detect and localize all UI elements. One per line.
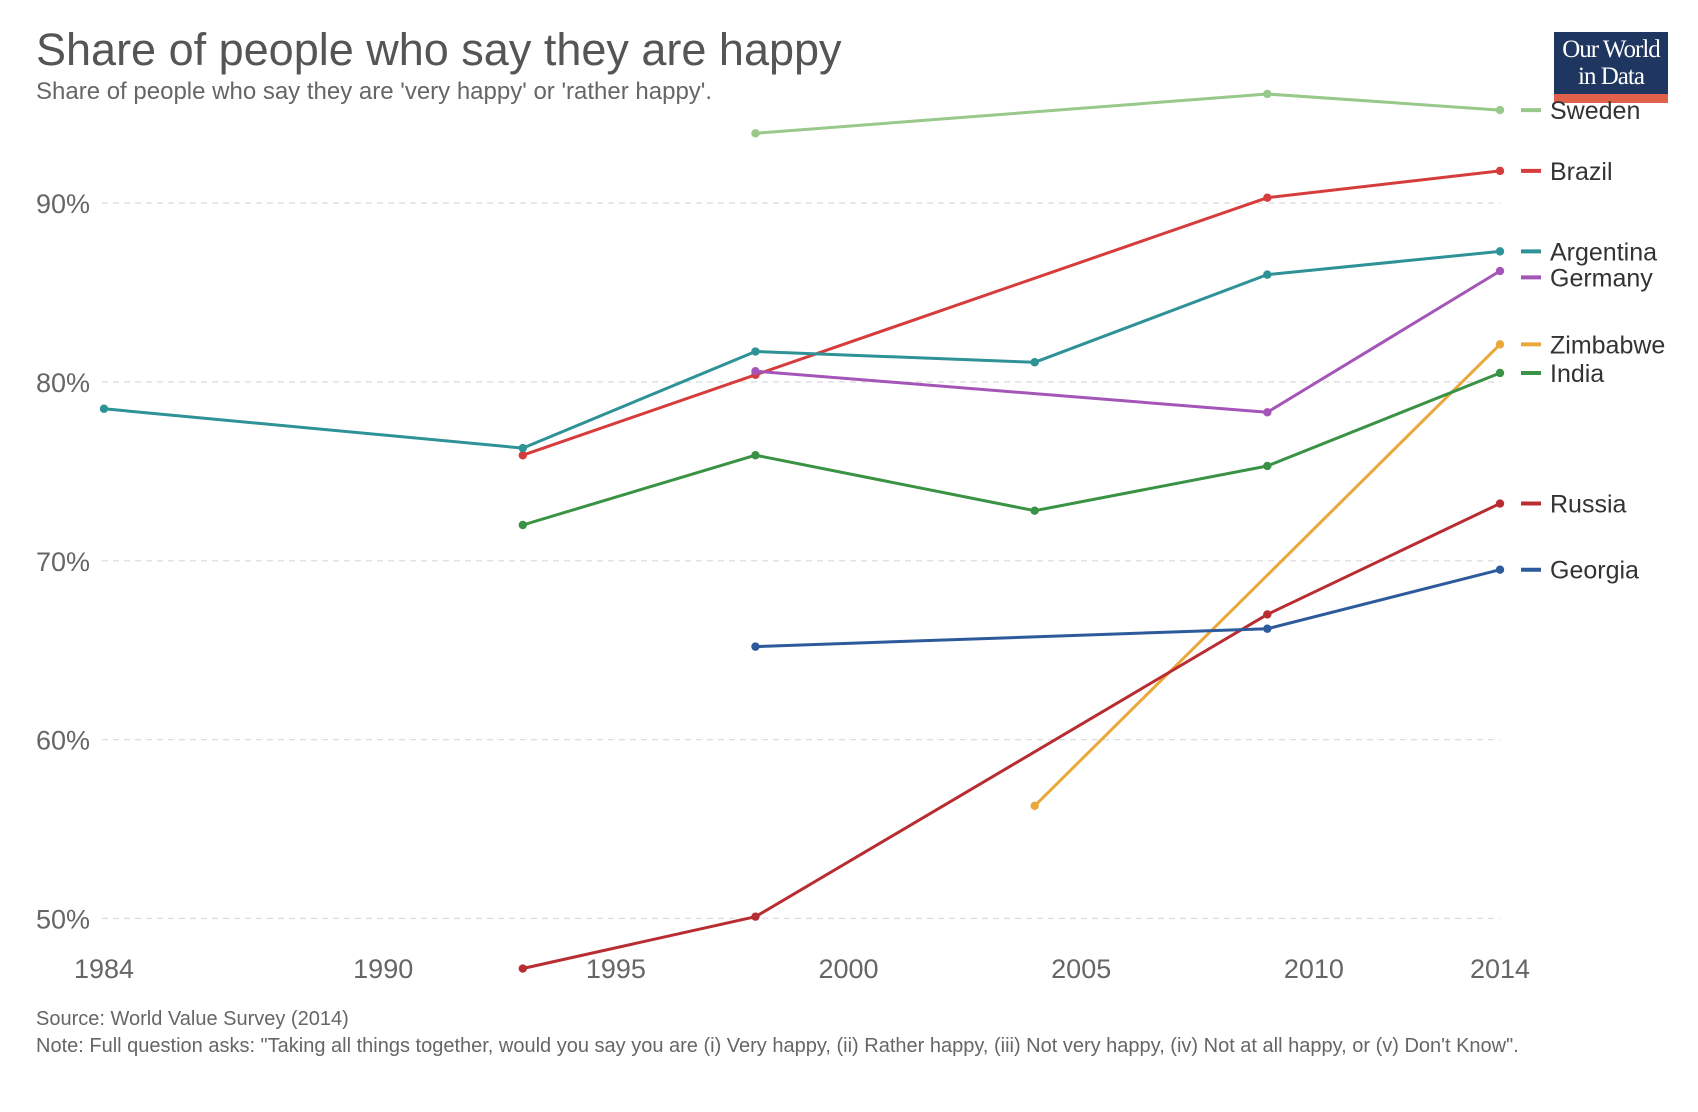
data-point-georgia-1998[interactable] bbox=[751, 642, 760, 651]
line-chart: 50% 60% 70% 80% 90% 1984 1990 1995 2000 2005 2010… bbox=[36, 89, 1665, 984]
legend-label-russia: Russia bbox=[1550, 491, 1627, 519]
data-point-argentina-2014[interactable] bbox=[1495, 247, 1505, 256]
legend-item-georgia[interactable]: Georgia bbox=[1521, 557, 1639, 585]
series-line-georgia[interactable] bbox=[754, 568, 1502, 649]
legend-label-germany: Germany bbox=[1550, 264, 1653, 292]
data-point-germany-2014[interactable] bbox=[1495, 266, 1505, 276]
legend-label-argentina: Argentina bbox=[1550, 238, 1657, 266]
series-line-russia[interactable] bbox=[521, 502, 1502, 970]
series-brazil[interactable] bbox=[518, 166, 1505, 460]
data-point-argentina-1993[interactable] bbox=[518, 443, 527, 453]
legend-item-india[interactable]: India bbox=[1521, 360, 1604, 388]
legend-item-sweden[interactable]: Sweden bbox=[1521, 97, 1640, 125]
legend-item-germany[interactable]: Germany bbox=[1521, 264, 1653, 292]
chart-footer: Source: World Value Survey (2014) Note: … bbox=[36, 1006, 1626, 1060]
data-point-georgia-2014[interactable] bbox=[1495, 565, 1505, 574]
legend-label-india: India bbox=[1550, 360, 1604, 388]
logo-line-1: Our World bbox=[1562, 36, 1661, 63]
our-world-in-data-logo[interactable]: Our World in Data bbox=[1554, 32, 1668, 103]
data-point-zimbabwe-2014[interactable] bbox=[1495, 340, 1505, 349]
data-point-india-2009[interactable] bbox=[1263, 461, 1272, 471]
legend-item-brazil[interactable]: Brazil bbox=[1521, 158, 1613, 186]
y-tick-label: 90% bbox=[36, 189, 90, 219]
chart-title: Share of people who say they are happy bbox=[36, 24, 842, 75]
data-point-sweden-1998[interactable] bbox=[751, 129, 760, 138]
x-tick-label: 1990 bbox=[353, 954, 413, 984]
legend-item-zimbabwe[interactable]: Zimbabwe bbox=[1521, 331, 1665, 359]
y-tick-label: 70% bbox=[36, 547, 90, 577]
series-georgia[interactable] bbox=[751, 565, 1505, 651]
series-zimbabwe[interactable] bbox=[1030, 340, 1505, 810]
legend-label-zimbabwe: Zimbabwe bbox=[1550, 331, 1665, 359]
data-point-germany-2009[interactable] bbox=[1263, 408, 1272, 417]
data-point-sweden-2009[interactable] bbox=[1263, 89, 1272, 99]
series-argentina[interactable] bbox=[99, 247, 1505, 453]
data-point-sweden-2014[interactable] bbox=[1495, 105, 1505, 115]
x-tick-label: 1995 bbox=[586, 954, 646, 984]
data-point-zimbabwe-2004[interactable] bbox=[1030, 801, 1039, 810]
data-point-russia-2009[interactable] bbox=[1263, 610, 1272, 619]
question-note: Note: Full question asks: "Taking all th… bbox=[36, 1035, 1519, 1057]
series-line-argentina[interactable] bbox=[102, 249, 1502, 450]
x-tick-label: 2014 bbox=[1470, 954, 1530, 984]
data-point-argentina-1984[interactable] bbox=[99, 404, 109, 413]
y-tick-label: 50% bbox=[36, 904, 90, 934]
data-point-brazil-2014[interactable] bbox=[1495, 166, 1505, 176]
y-tick-label: 80% bbox=[36, 368, 90, 398]
series-germany[interactable] bbox=[751, 266, 1505, 417]
data-point-india-2014[interactable] bbox=[1495, 368, 1505, 378]
series-line-zimbabwe[interactable] bbox=[1033, 342, 1502, 808]
data-point-india-1993[interactable] bbox=[518, 520, 527, 530]
x-tick-label: 2010 bbox=[1284, 954, 1344, 984]
data-point-argentina-1998[interactable] bbox=[751, 347, 760, 356]
data-point-russia-1993[interactable] bbox=[518, 964, 527, 973]
x-axis-ticks: 1984 1990 1995 2000 2005 2010 2014 bbox=[74, 954, 1530, 984]
data-point-brazil-2009[interactable] bbox=[1263, 193, 1272, 202]
legend-label-brazil: Brazil bbox=[1550, 158, 1613, 186]
y-tick-label: 60% bbox=[36, 726, 90, 756]
source-note: Source: World Value Survey (2014) bbox=[36, 1008, 349, 1030]
data-point-russia-2014[interactable] bbox=[1495, 499, 1505, 508]
series-line-germany[interactable] bbox=[754, 269, 1502, 414]
logo-line-2: in Data bbox=[1578, 63, 1645, 90]
data-point-argentina-2009[interactable] bbox=[1263, 270, 1272, 279]
series-russia[interactable] bbox=[518, 499, 1505, 973]
data-point-brazil-1993[interactable] bbox=[518, 451, 527, 460]
data-point-india-1998[interactable] bbox=[751, 451, 760, 460]
data-point-germany-1998[interactable] bbox=[751, 366, 760, 376]
x-tick-label: 2005 bbox=[1051, 954, 1111, 984]
data-point-india-2004[interactable] bbox=[1030, 506, 1039, 515]
series-sweden[interactable] bbox=[751, 89, 1505, 138]
data-point-russia-1998[interactable] bbox=[751, 912, 760, 921]
legend-item-russia[interactable]: Russia bbox=[1521, 491, 1627, 519]
series-lines bbox=[99, 89, 1505, 973]
legend-label-sweden: Sweden bbox=[1550, 97, 1640, 125]
series-line-brazil[interactable] bbox=[521, 169, 1502, 457]
y-axis-ticks: 50% 60% 70% 80% 90% bbox=[36, 189, 90, 934]
x-tick-label: 1984 bbox=[74, 954, 134, 984]
data-point-georgia-2009[interactable] bbox=[1263, 624, 1272, 633]
series-line-india[interactable] bbox=[521, 371, 1502, 527]
x-tick-label: 2000 bbox=[818, 954, 878, 984]
gridlines bbox=[102, 202, 1500, 920]
chart-subtitle: Share of people who say they are 'very h… bbox=[36, 78, 713, 105]
series-india[interactable] bbox=[518, 368, 1505, 530]
data-point-argentina-2004[interactable] bbox=[1030, 358, 1039, 367]
series-line-sweden[interactable] bbox=[754, 92, 1502, 135]
legend-item-argentina[interactable]: Argentina bbox=[1521, 238, 1657, 266]
legend-label-georgia: Georgia bbox=[1550, 557, 1639, 585]
